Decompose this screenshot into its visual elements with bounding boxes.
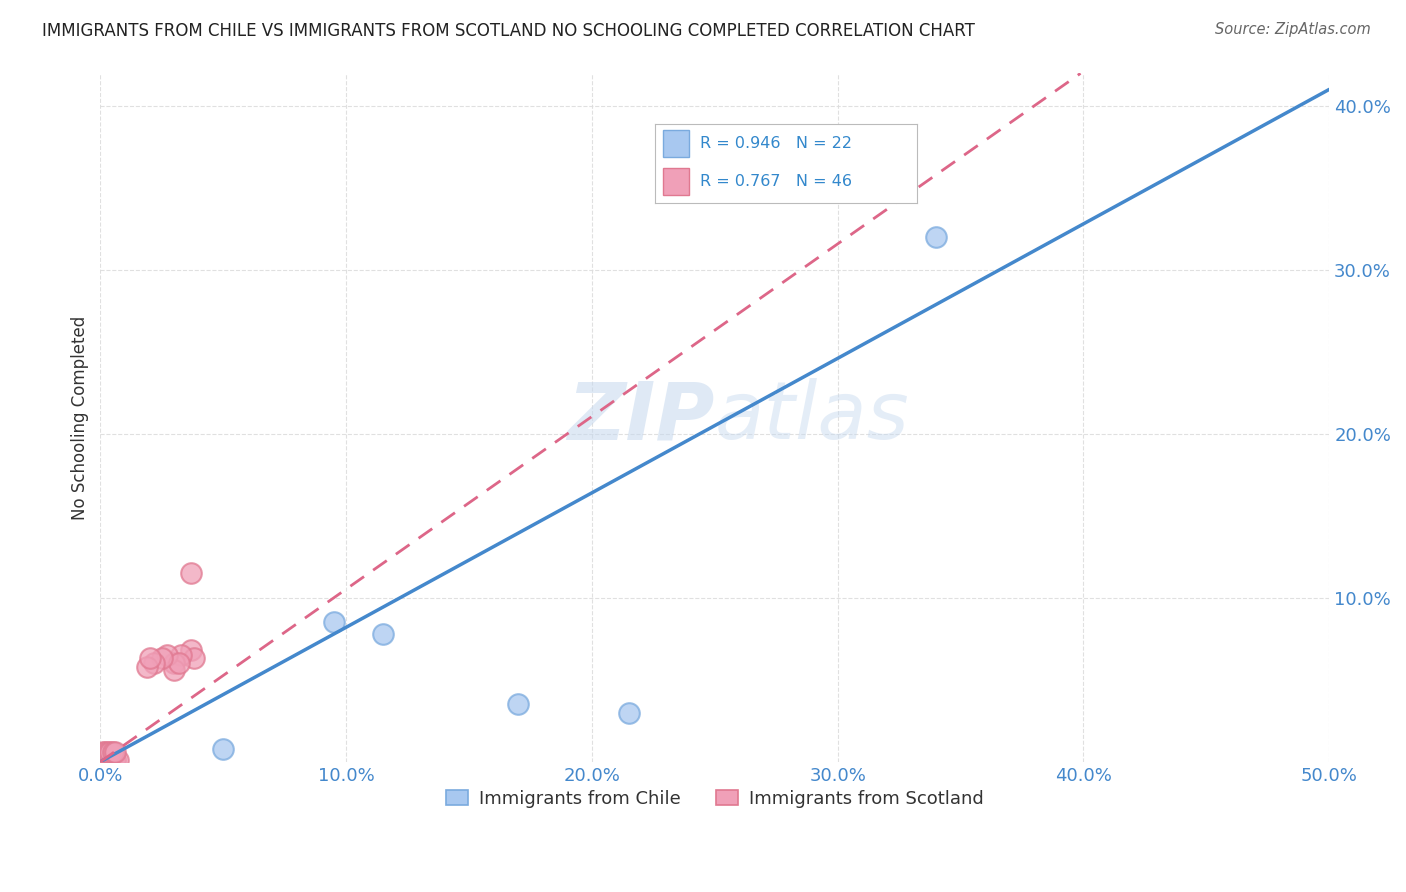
Text: atlas: atlas — [714, 378, 910, 457]
Point — [180, 566, 202, 581]
Point — [163, 663, 186, 677]
Text: ZIP: ZIP — [568, 378, 714, 457]
Point — [91, 753, 114, 767]
Point — [371, 627, 394, 641]
Y-axis label: No Schooling Completed: No Schooling Completed — [72, 315, 89, 519]
Point — [97, 751, 120, 765]
Point — [101, 753, 124, 767]
Point — [97, 753, 120, 767]
Point — [94, 753, 117, 767]
Point — [94, 751, 117, 765]
Point — [156, 648, 179, 662]
Point — [508, 698, 530, 712]
Point — [91, 751, 114, 765]
Point — [94, 748, 117, 763]
Point — [98, 747, 121, 761]
Point — [98, 748, 121, 763]
Point — [97, 749, 120, 764]
Point — [91, 753, 114, 767]
Point — [101, 747, 124, 761]
Point — [91, 749, 114, 764]
Point — [94, 745, 117, 759]
Point — [98, 745, 121, 759]
Point — [97, 753, 120, 767]
Point — [322, 615, 344, 630]
Point — [98, 751, 121, 765]
FancyBboxPatch shape — [664, 168, 689, 195]
Text: Source: ZipAtlas.com: Source: ZipAtlas.com — [1215, 22, 1371, 37]
Point — [150, 651, 173, 665]
Point — [104, 745, 127, 759]
Text: R = 0.767   N = 46: R = 0.767 N = 46 — [700, 174, 852, 188]
Point — [170, 648, 193, 662]
Point — [97, 753, 120, 767]
Point — [143, 657, 166, 671]
Point — [104, 753, 127, 767]
Point — [617, 706, 640, 720]
Point — [97, 751, 120, 765]
Point — [94, 751, 117, 765]
Point — [97, 745, 120, 759]
Point — [212, 741, 235, 756]
Point — [101, 745, 124, 759]
Point — [98, 753, 121, 767]
Point — [101, 751, 124, 765]
Point — [94, 753, 117, 767]
Point — [136, 659, 159, 673]
Point — [91, 753, 114, 767]
Point — [104, 753, 127, 767]
Point — [167, 657, 190, 671]
Text: IMMIGRANTS FROM CHILE VS IMMIGRANTS FROM SCOTLAND NO SCHOOLING COMPLETED CORRELA: IMMIGRANTS FROM CHILE VS IMMIGRANTS FROM… — [42, 22, 974, 40]
Point — [180, 643, 202, 657]
Point — [94, 753, 117, 767]
Point — [97, 747, 120, 761]
Point — [183, 651, 205, 665]
Point — [94, 751, 117, 765]
Point — [101, 749, 124, 764]
Point — [91, 747, 114, 761]
Point — [97, 748, 120, 763]
Point — [97, 749, 120, 764]
Point — [91, 749, 114, 764]
Point — [94, 747, 117, 761]
Point — [91, 753, 114, 767]
Point — [91, 751, 114, 765]
Legend: Immigrants from Chile, Immigrants from Scotland: Immigrants from Chile, Immigrants from S… — [439, 782, 991, 814]
Point — [94, 749, 117, 764]
Point — [163, 657, 186, 671]
Point — [94, 753, 117, 767]
Point — [98, 749, 121, 764]
Text: R = 0.946   N = 22: R = 0.946 N = 22 — [700, 136, 852, 151]
Point — [91, 745, 114, 759]
Point — [91, 748, 114, 763]
Point — [107, 753, 129, 767]
Point — [101, 748, 124, 763]
Point — [138, 651, 160, 665]
Point — [91, 753, 114, 767]
Point — [925, 230, 948, 244]
FancyBboxPatch shape — [664, 129, 689, 157]
Point — [98, 753, 121, 767]
